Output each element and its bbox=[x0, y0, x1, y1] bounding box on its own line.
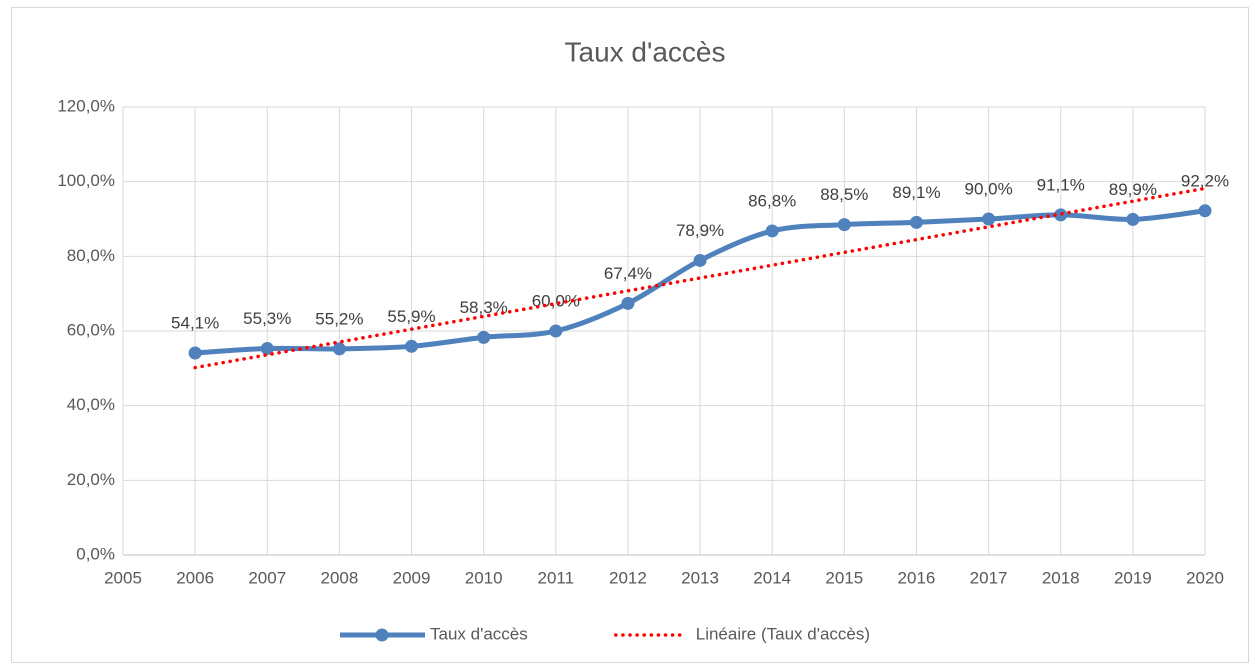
y-tick-label: 40,0% bbox=[67, 395, 115, 414]
data-label: 55,3% bbox=[243, 309, 291, 328]
data-label: 78,9% bbox=[676, 221, 724, 240]
chart-border bbox=[11, 7, 1249, 663]
x-tick-label: 2005 bbox=[104, 568, 142, 587]
x-tick-label: 2007 bbox=[248, 568, 286, 587]
trendline bbox=[193, 186, 1207, 370]
data-point bbox=[549, 324, 563, 338]
data-point bbox=[477, 330, 491, 344]
data-point bbox=[260, 342, 274, 356]
x-tick-label: 2020 bbox=[1186, 568, 1224, 587]
y-tick-label: 80,0% bbox=[67, 246, 115, 265]
data-point bbox=[909, 215, 923, 229]
legend-label: Linéaire (Taux d'accès) bbox=[696, 624, 870, 643]
x-tick-label: 2006 bbox=[176, 568, 214, 587]
data-point bbox=[621, 296, 635, 310]
data-label: 54,1% bbox=[171, 314, 219, 333]
data-label: 67,4% bbox=[604, 264, 652, 283]
legend-marker bbox=[375, 628, 389, 642]
x-tick-label: 2008 bbox=[320, 568, 358, 587]
x-tick-label: 2015 bbox=[825, 568, 863, 587]
y-tick-label: 60,0% bbox=[67, 320, 115, 339]
x-tick-label: 2017 bbox=[970, 568, 1008, 587]
data-label: 88,5% bbox=[820, 185, 868, 204]
x-tick-label: 2012 bbox=[609, 568, 647, 587]
data-label: 92,2% bbox=[1181, 171, 1229, 190]
data-point bbox=[765, 224, 779, 238]
data-label: 90,0% bbox=[964, 179, 1012, 198]
x-tick-label: 2018 bbox=[1042, 568, 1080, 587]
chart-title: Taux d'accès bbox=[565, 36, 726, 67]
data-label: 89,9% bbox=[1109, 180, 1157, 199]
data-label: 58,3% bbox=[460, 298, 508, 317]
data-point bbox=[188, 346, 202, 360]
data-point bbox=[982, 212, 996, 226]
y-tick-label: 0,0% bbox=[76, 544, 115, 563]
x-tick-label: 2014 bbox=[753, 568, 791, 587]
x-tick-label: 2011 bbox=[538, 568, 575, 587]
x-tick-label: 2009 bbox=[393, 568, 431, 587]
data-label: 89,1% bbox=[892, 183, 940, 202]
data-point bbox=[405, 339, 419, 353]
x-tick-label: 2010 bbox=[465, 568, 503, 587]
data-point bbox=[693, 253, 707, 267]
y-tick-label: 100,0% bbox=[57, 171, 115, 190]
data-label: 86,8% bbox=[748, 191, 796, 210]
data-point bbox=[1126, 212, 1140, 226]
x-tick-label: 2019 bbox=[1114, 568, 1152, 587]
data-point bbox=[1198, 204, 1212, 218]
data-point bbox=[837, 218, 851, 232]
legend-label: Taux d'accès bbox=[430, 624, 528, 643]
data-label: 55,9% bbox=[387, 307, 435, 326]
x-tick-label: 2016 bbox=[898, 568, 936, 587]
data-point bbox=[332, 342, 346, 356]
y-tick-label: 20,0% bbox=[67, 470, 115, 489]
data-label: 55,2% bbox=[315, 309, 363, 328]
x-tick-label: 2013 bbox=[681, 568, 719, 587]
y-tick-label: 120,0% bbox=[57, 96, 115, 115]
data-label: 91,1% bbox=[1037, 175, 1085, 194]
